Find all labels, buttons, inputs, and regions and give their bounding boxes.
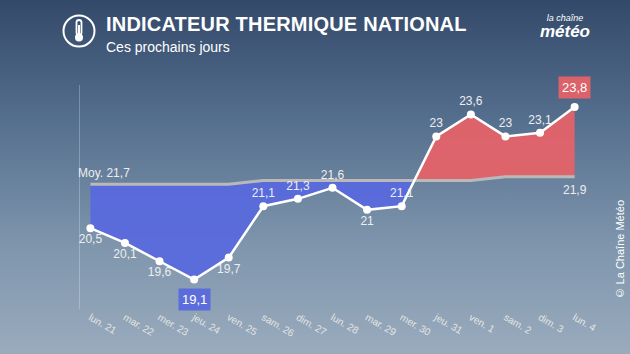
svg-text:mer. 30: mer. 30: [398, 312, 433, 338]
html-text:Ces prochains jours: Ces prochains jours: [106, 39, 230, 55]
svg-text:20,5: 20,5: [79, 232, 103, 246]
svg-text:mar. 22: mar. 22: [121, 312, 156, 338]
svg-text:lun. 21: lun. 21: [87, 312, 119, 337]
svg-text:Moy. 21,7: Moy. 21,7: [78, 166, 130, 180]
svg-text:23,6: 23,6: [459, 94, 483, 108]
html-text:© La Chaîne Météo: © La Chaîne Météo: [614, 200, 626, 300]
svg-text:23,8: 23,8: [562, 80, 587, 95]
html-text:la chaîne: la chaîne: [546, 13, 584, 23]
svg-text:sam. 2: sam. 2: [502, 312, 534, 337]
svg-text:lun. 4: lun. 4: [571, 312, 598, 334]
svg-text:23: 23: [430, 116, 444, 130]
svg-text:ven. 1: ven. 1: [467, 312, 496, 335]
svg-text:21,1: 21,1: [252, 186, 276, 200]
svg-text:lun. 28: lun. 28: [329, 312, 361, 337]
svg-text:sam. 26: sam. 26: [260, 312, 297, 340]
svg-text:mar. 29: mar. 29: [364, 312, 399, 338]
svg-text:21,6: 21,6: [321, 168, 345, 182]
svg-text:jeu. 24: jeu. 24: [190, 311, 223, 336]
svg-text:19,1: 19,1: [182, 292, 207, 307]
svg-text:19,7: 19,7: [217, 262, 241, 276]
svg-text:21,9: 21,9: [563, 183, 587, 197]
svg-text:mer. 23: mer. 23: [156, 312, 191, 338]
svg-text:21,3: 21,3: [286, 179, 310, 193]
svg-text:dim. 3: dim. 3: [537, 312, 566, 335]
svg-text:21: 21: [360, 214, 374, 228]
html-text:INDICATEUR THERMIQUE NATIONAL: INDICATEUR THERMIQUE NATIONAL: [106, 13, 467, 35]
svg-text:23: 23: [499, 116, 513, 130]
html-text:météo: météo: [539, 22, 590, 41]
svg-text:jeu. 31: jeu. 31: [432, 311, 465, 336]
svg-text:20,1: 20,1: [113, 247, 137, 261]
svg-text:ven. 25: ven. 25: [225, 312, 259, 338]
svg-text:19,6: 19,6: [148, 265, 172, 279]
svg-text:21,1: 21,1: [390, 186, 414, 200]
svg-text:23,1: 23,1: [528, 113, 552, 127]
svg-text:dim. 27: dim. 27: [294, 312, 328, 338]
